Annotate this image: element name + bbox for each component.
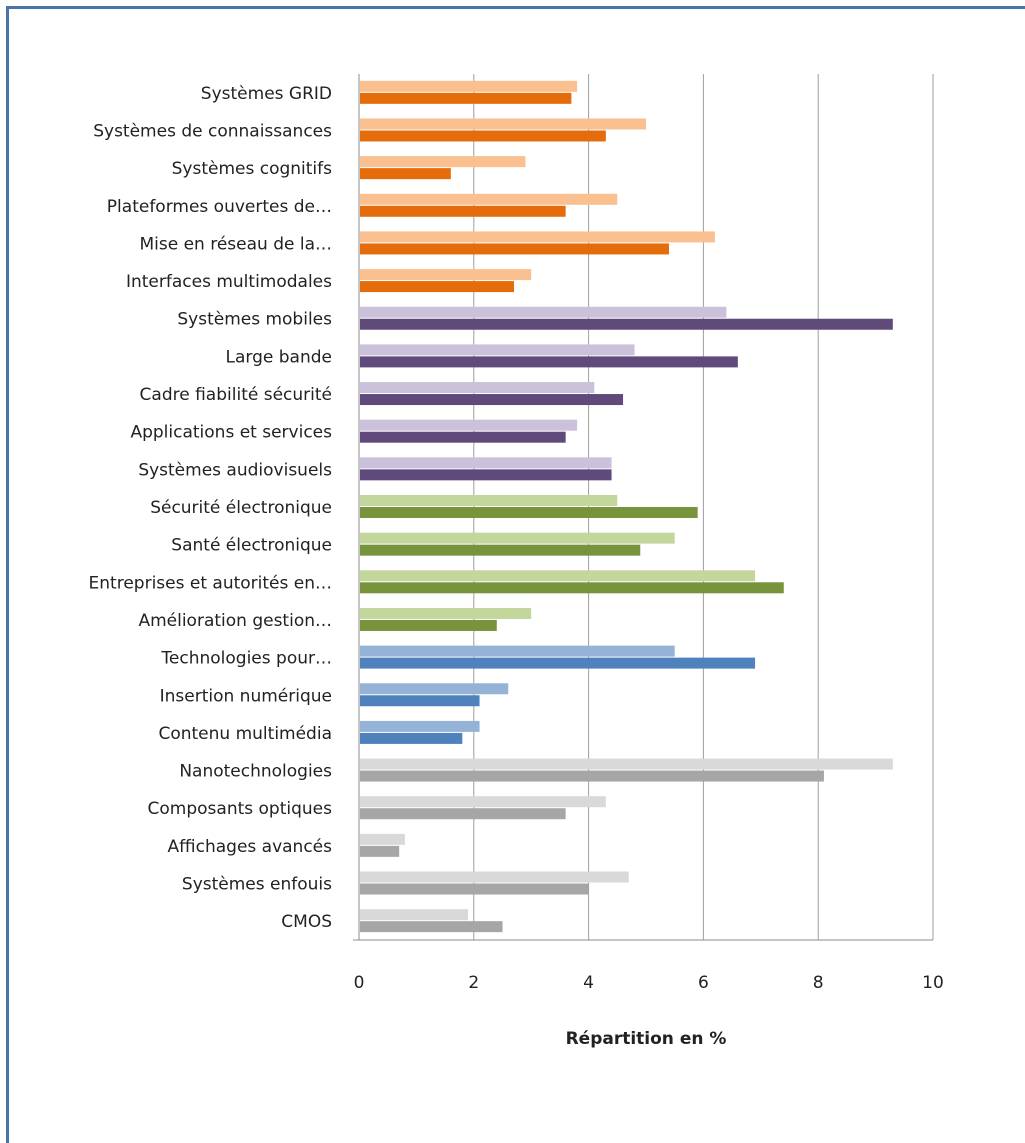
x-tick-label: 0 [354, 973, 365, 993]
bar-series-2 [360, 883, 589, 895]
bar-series-1 [360, 909, 469, 921]
category-label: Systèmes enfouis [182, 875, 332, 895]
bar-series-2 [360, 808, 566, 820]
bar-series-2 [360, 130, 606, 142]
bar-series-1 [360, 758, 893, 770]
bar-series-1 [360, 796, 606, 808]
category-label: Systèmes mobiles [177, 310, 332, 330]
x-tick-labels: 0 2 4 6 8 10 [354, 973, 944, 993]
category-label: Entreprises et autorités en… [89, 573, 332, 593]
category-label: Systèmes cognitifs [172, 159, 333, 179]
bar-series-1 [360, 570, 756, 582]
category-label: Interfaces multimodales [126, 272, 332, 292]
category-label: Applications et services [130, 423, 332, 443]
bar-series-2 [360, 582, 784, 594]
bar-series-2 [360, 281, 514, 293]
bar-series-2 [360, 845, 400, 857]
category-label: Sécurité électronique [150, 498, 332, 518]
category-label: CMOS [281, 912, 332, 932]
category-label: Contenu multimédia [158, 724, 332, 744]
bar-series-2 [360, 168, 451, 180]
bar-series-1 [360, 193, 618, 205]
chart-frame [6, 6, 1025, 1143]
category-label: Systèmes GRID [201, 84, 332, 104]
bar-series-1 [360, 871, 629, 883]
category-label: Plateformes ouvertes de… [107, 197, 332, 217]
category-label: Composants optiques [148, 799, 333, 819]
bar-series-1 [360, 344, 635, 356]
category-label: Technologies pour… [160, 649, 332, 669]
bar-series-1 [360, 156, 526, 168]
bar-series-2 [360, 921, 503, 933]
bar-series-2 [360, 205, 566, 217]
bar-series-1 [360, 231, 715, 243]
bar-series-2 [360, 92, 572, 104]
bar-series-2 [360, 544, 641, 556]
category-label: Large bande [226, 347, 332, 367]
bar-series-2 [360, 732, 463, 744]
bar-series-1 [360, 419, 578, 431]
bar-series-1 [360, 833, 405, 845]
category-label: Affichages avancés [168, 837, 333, 857]
bar-series-2 [360, 619, 497, 631]
bar-series-2 [360, 356, 738, 368]
bar-series-2 [360, 243, 669, 255]
bar-series-2 [360, 657, 756, 669]
bars [360, 80, 893, 933]
bar-series-1 [360, 269, 532, 281]
bar-series-1 [360, 683, 509, 695]
bar-series-2 [360, 431, 566, 443]
category-label: Insertion numérique [160, 686, 332, 706]
category-label: Santé électronique [171, 536, 332, 556]
bar-series-2 [360, 695, 480, 707]
x-tick-label: 8 [813, 973, 824, 993]
bar-series-2 [360, 770, 824, 782]
x-tick-label: 10 [922, 973, 944, 993]
bar-series-1 [360, 457, 612, 469]
bar-series-2 [360, 469, 612, 481]
bar-series-2 [360, 318, 893, 330]
category-label: Systèmes audiovisuels [138, 460, 332, 480]
bar-series-2 [360, 507, 698, 518]
category-label: Amélioration gestion… [138, 611, 332, 631]
bar-series-1 [360, 118, 646, 130]
category-labels: Systèmes GRID Systèmes de connaissances Sy… [89, 84, 333, 932]
bar-series-1 [360, 607, 532, 619]
bar-series-1 [360, 645, 675, 657]
bar-series-1 [360, 720, 480, 732]
bar-series-2 [360, 394, 624, 406]
x-tick-label: 4 [583, 973, 594, 993]
category-label: Cadre fiabilité sécurité [140, 385, 332, 405]
bar-series-1 [360, 495, 618, 506]
bar-series-1 [360, 306, 727, 318]
bar-series-1 [360, 80, 578, 92]
x-tick-label: 6 [698, 973, 709, 993]
category-label: Systèmes de connaissances [93, 121, 332, 141]
x-tick-label: 2 [468, 973, 479, 993]
bar-series-1 [360, 532, 675, 544]
x-axis-title: Répartition en % [566, 1029, 727, 1049]
bar-series-1 [360, 382, 595, 394]
category-label: Mise en réseau de la… [139, 234, 332, 254]
category-label: Nanotechnologies [179, 762, 332, 782]
